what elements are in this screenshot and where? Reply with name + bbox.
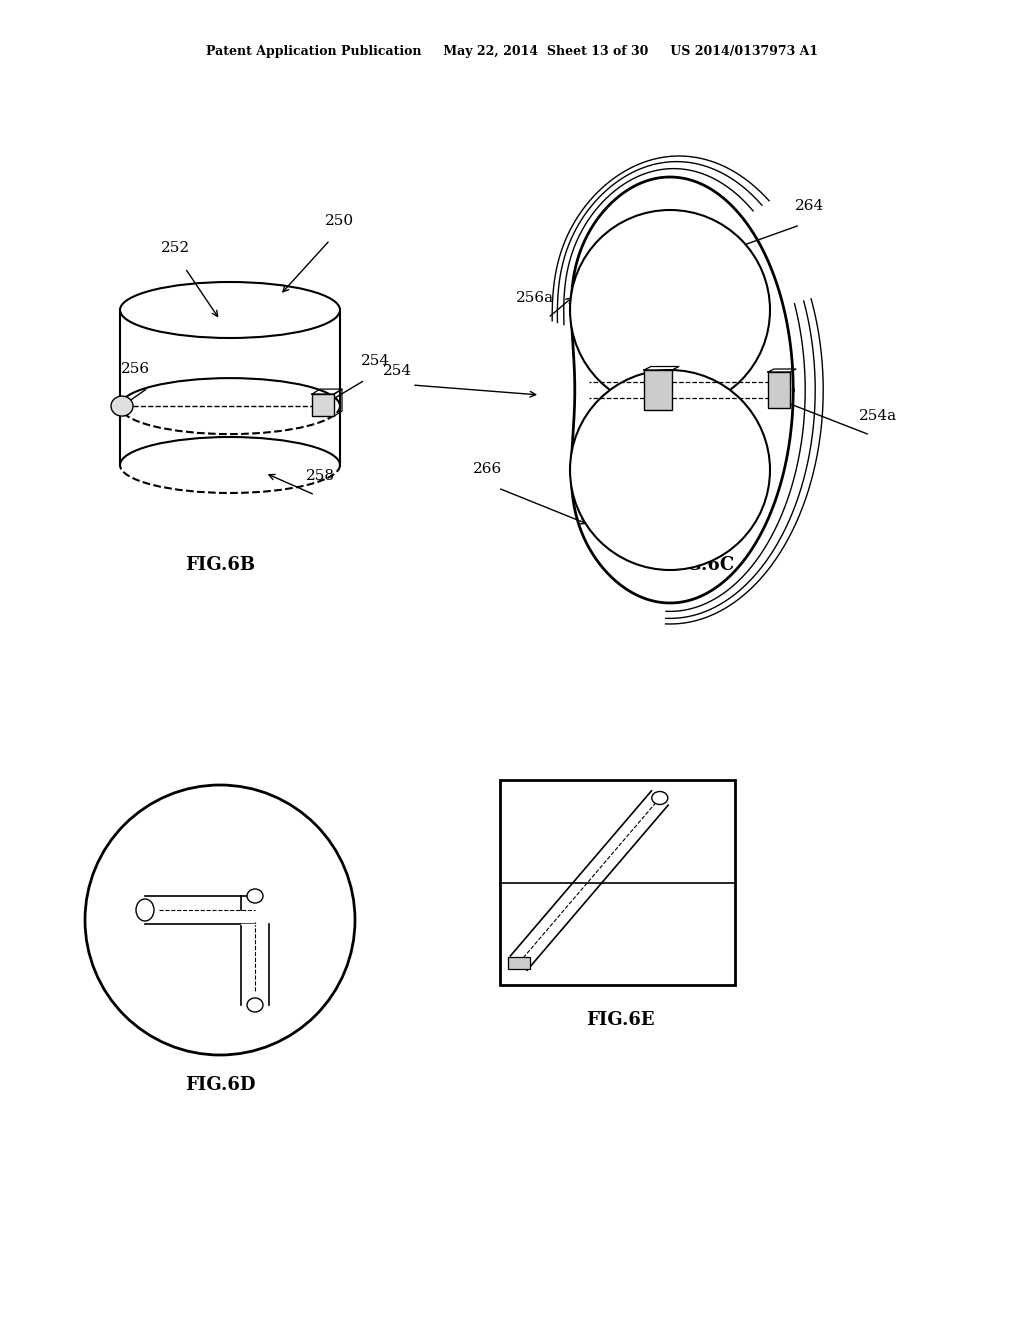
Text: 258: 258 xyxy=(305,469,335,483)
Text: 256a: 256a xyxy=(516,290,554,305)
Text: Patent Application Publication     May 22, 2014  Sheet 13 of 30     US 2014/0137: Patent Application Publication May 22, 2… xyxy=(206,45,818,58)
Bar xyxy=(241,896,269,924)
Text: 256: 256 xyxy=(122,362,151,376)
Ellipse shape xyxy=(247,888,263,903)
Text: 266: 266 xyxy=(473,462,503,477)
Bar xyxy=(312,395,334,416)
Ellipse shape xyxy=(570,370,770,570)
Ellipse shape xyxy=(652,792,668,804)
Text: 254: 254 xyxy=(360,354,389,368)
Ellipse shape xyxy=(247,998,263,1012)
Text: 252: 252 xyxy=(161,242,189,255)
Text: 254a: 254a xyxy=(859,409,897,422)
Ellipse shape xyxy=(111,396,133,416)
Ellipse shape xyxy=(570,210,770,411)
Text: FIG.6B: FIG.6B xyxy=(185,556,255,574)
Bar xyxy=(768,372,790,408)
Text: FIG.6C: FIG.6C xyxy=(666,556,734,574)
Ellipse shape xyxy=(136,899,154,921)
Bar xyxy=(644,370,672,411)
Text: FIG.6E: FIG.6E xyxy=(586,1011,654,1030)
Text: 264: 264 xyxy=(796,199,824,213)
Text: 250: 250 xyxy=(326,214,354,228)
Text: 254: 254 xyxy=(383,364,413,378)
Bar xyxy=(500,780,735,985)
Bar xyxy=(508,957,529,969)
Text: FIG.6D: FIG.6D xyxy=(184,1076,255,1094)
